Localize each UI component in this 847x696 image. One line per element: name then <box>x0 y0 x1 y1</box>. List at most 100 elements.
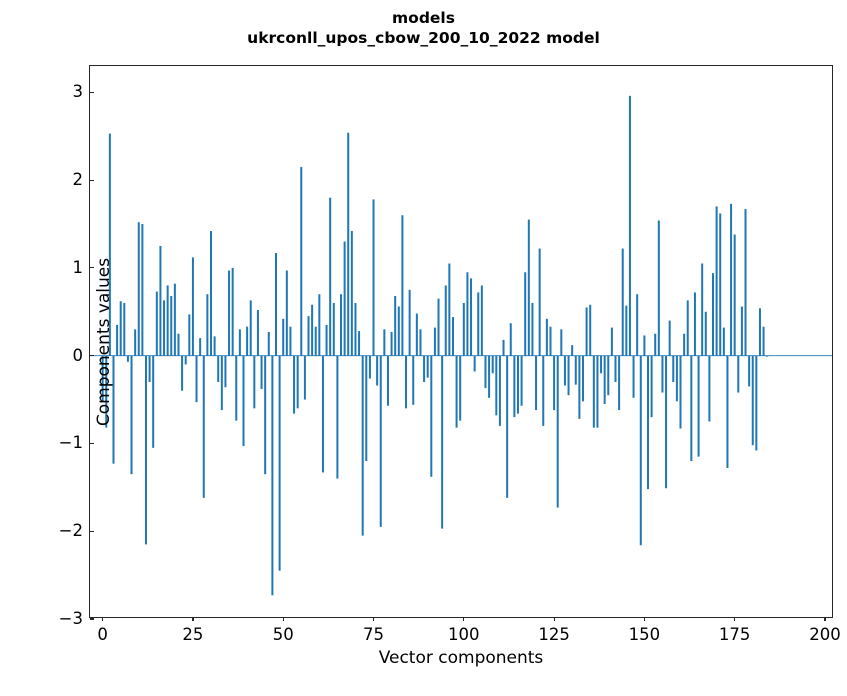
bar <box>755 355 758 451</box>
x-tick-label: 100 <box>448 625 480 644</box>
bar <box>289 326 292 356</box>
bar <box>448 263 451 356</box>
bar <box>697 355 700 457</box>
bar <box>155 291 158 356</box>
bar <box>647 355 649 490</box>
bar <box>231 267 234 356</box>
bar <box>578 355 581 419</box>
bar <box>451 317 454 356</box>
bar <box>672 355 675 382</box>
bar <box>650 355 653 418</box>
x-axis-label: Vector components <box>89 648 833 668</box>
bar <box>470 278 473 356</box>
bar <box>585 307 588 356</box>
bar <box>148 355 151 382</box>
bar <box>600 355 603 374</box>
bar <box>209 231 212 356</box>
x-tick-label: 175 <box>718 625 751 644</box>
bar <box>282 318 285 356</box>
bar <box>217 355 220 382</box>
y-axis-label-text: Components values <box>94 257 115 426</box>
bar <box>683 333 686 356</box>
bar <box>159 245 162 356</box>
bar <box>314 326 317 356</box>
bar <box>737 355 740 393</box>
y-tick-label: −2 <box>58 521 83 541</box>
bar <box>405 355 408 409</box>
bar <box>296 355 299 409</box>
bar <box>632 355 635 398</box>
bar <box>675 355 678 402</box>
bar-plot-area <box>90 66 832 617</box>
bar <box>495 355 498 416</box>
x-tick-label: 50 <box>272 625 294 644</box>
bar <box>437 298 440 356</box>
bar <box>332 303 335 356</box>
bar <box>271 355 274 596</box>
bar <box>744 209 747 356</box>
chart-title-line-2: ukrconll_upos_cbow_200_10_2022 model <box>247 29 600 47</box>
y-tick-label: −3 <box>58 609 83 628</box>
bar <box>610 327 613 356</box>
y-tick-label: 2 <box>72 170 84 190</box>
bar <box>488 355 491 398</box>
bar <box>748 355 751 387</box>
chart-title: models ukrconll_upos_cbow_200_10_2022 mo… <box>0 8 847 48</box>
x-tick-mark <box>643 617 645 621</box>
bar <box>441 355 444 529</box>
bar <box>202 355 205 498</box>
bar <box>177 333 180 356</box>
bar <box>249 300 252 356</box>
bar <box>459 355 462 421</box>
bar <box>256 310 259 356</box>
bar <box>719 213 722 356</box>
bar <box>751 355 754 446</box>
bar <box>426 355 429 378</box>
bar <box>238 329 241 356</box>
y-tick-mark <box>90 179 94 181</box>
y-tick-mark <box>90 530 94 532</box>
bar <box>484 355 487 389</box>
x-tick-mark <box>192 617 194 621</box>
bar <box>390 331 393 356</box>
bar <box>181 355 184 391</box>
bar <box>321 355 324 473</box>
bar <box>307 316 310 356</box>
bar <box>596 355 599 428</box>
bar <box>549 326 552 356</box>
bar <box>574 355 577 385</box>
bar <box>101 355 104 402</box>
bar <box>722 327 725 356</box>
x-axis-label-text: Vector components <box>378 648 544 668</box>
bar <box>628 95 631 356</box>
bar <box>415 313 418 356</box>
bar <box>220 355 223 411</box>
bar <box>116 324 119 356</box>
bar <box>386 355 389 406</box>
bar <box>607 355 610 396</box>
bar <box>105 355 108 428</box>
bar <box>379 355 382 527</box>
bar <box>401 215 404 356</box>
chart-title-line-1: models <box>392 9 455 27</box>
bar <box>758 308 761 356</box>
bar <box>383 329 386 356</box>
bar <box>199 338 202 356</box>
bar <box>506 355 509 498</box>
bar <box>412 355 415 405</box>
x-tick-label: 150 <box>628 625 661 644</box>
bar <box>553 355 556 411</box>
bar <box>581 355 584 402</box>
bar <box>538 248 541 356</box>
bar <box>571 345 574 356</box>
bar <box>567 355 570 396</box>
bar <box>300 166 303 356</box>
bar <box>130 355 133 475</box>
bar <box>336 355 339 479</box>
x-tick-label: 75 <box>363 625 384 644</box>
bar <box>654 333 657 356</box>
bar <box>163 300 166 356</box>
bar <box>665 355 668 489</box>
bar <box>275 252 277 356</box>
x-tick-mark <box>734 617 736 621</box>
